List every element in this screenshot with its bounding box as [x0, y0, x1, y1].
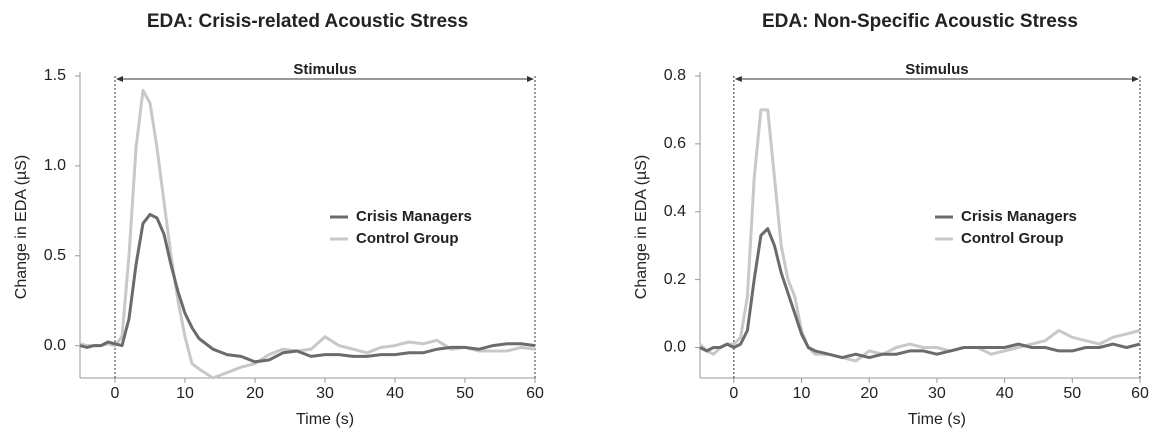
x-tick-label: 0 — [729, 385, 738, 402]
y-tick-label: 1.0 — [44, 157, 66, 174]
x-tick-label: 60 — [526, 385, 544, 402]
y-tick-label: 0.6 — [664, 135, 686, 152]
y-tick-label: 0.4 — [664, 203, 686, 220]
x-tick-label: 10 — [793, 385, 811, 402]
x-tick-label: 20 — [246, 385, 264, 402]
chart-panel: EDA: Non-Specific Acoustic Stress Change … — [633, 11, 1149, 428]
x-tick-label: 50 — [456, 385, 474, 402]
x-tick-label: 60 — [1131, 385, 1149, 402]
chart-title: EDA: Non-Specific Acoustic Stress — [762, 11, 1078, 32]
y-tick-label: 0.0 — [664, 339, 686, 356]
series-line — [79, 88, 536, 380]
y-tick-label: 0.2 — [664, 271, 686, 288]
x-tick-label: 30 — [316, 385, 334, 402]
x-tick-label: 0 — [111, 385, 120, 402]
legend-label: Control Group — [961, 230, 1063, 247]
x-tick-label: 10 — [176, 385, 194, 402]
y-tick-label: 0.5 — [44, 247, 66, 264]
legend-label: Crisis Managers — [356, 208, 472, 225]
chart-panel: EDA: Crisis-related Acoustic Stress Chang… — [13, 11, 544, 428]
stimulus-label: Stimulus — [293, 61, 356, 78]
x-axis-label: Time (s) — [908, 411, 966, 428]
x-axis-label: Time (s) — [296, 411, 354, 428]
chart-title: EDA: Crisis-related Acoustic Stress — [147, 11, 468, 32]
x-tick-label: 50 — [1063, 385, 1081, 402]
series-line — [699, 227, 1141, 360]
y-axis-label: Change in EDA (µS) — [633, 155, 650, 299]
x-tick-label: 20 — [860, 385, 878, 402]
series-line — [79, 212, 536, 364]
legend-label: Control Group — [356, 230, 458, 247]
x-tick-label: 40 — [996, 385, 1014, 402]
stimulus-label: Stimulus — [905, 61, 968, 78]
y-tick-label: 1.5 — [44, 67, 66, 84]
legend-label: Crisis Managers — [961, 208, 1077, 225]
y-tick-label: 0.8 — [664, 67, 686, 84]
series-line — [698, 108, 1141, 363]
x-tick-label: 30 — [928, 385, 946, 402]
x-tick-label: 40 — [386, 385, 404, 402]
y-axis-label: Change in EDA (µS) — [13, 155, 30, 299]
y-tick-label: 0.0 — [44, 337, 66, 354]
